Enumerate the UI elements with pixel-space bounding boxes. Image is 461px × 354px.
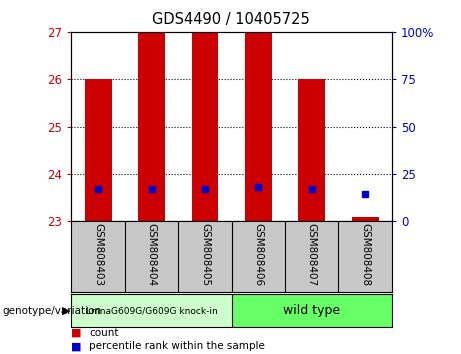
Text: GSM808407: GSM808407: [307, 223, 317, 286]
Text: GSM808405: GSM808405: [200, 223, 210, 286]
Text: GSM808403: GSM808403: [93, 223, 103, 286]
Text: LmnaG609G/G609G knock-in: LmnaG609G/G609G knock-in: [86, 306, 218, 315]
Bar: [85, 79, 112, 221]
Text: count: count: [89, 328, 118, 338]
Bar: [231, 294, 392, 327]
Text: ■: ■: [71, 328, 82, 338]
Text: ▶: ▶: [62, 306, 71, 316]
Text: GSM808408: GSM808408: [360, 223, 370, 286]
Bar: [71, 294, 231, 327]
Text: wild type: wild type: [283, 304, 340, 317]
Text: ■: ■: [71, 341, 82, 351]
Text: GSM808406: GSM808406: [254, 223, 263, 286]
Text: GDS4490 / 10405725: GDS4490 / 10405725: [152, 12, 309, 27]
Text: GSM808404: GSM808404: [147, 223, 157, 286]
Bar: [138, 32, 165, 221]
Text: genotype/variation: genotype/variation: [2, 306, 101, 316]
Bar: [352, 217, 378, 221]
Bar: [192, 32, 219, 221]
Text: percentile rank within the sample: percentile rank within the sample: [89, 341, 265, 351]
Bar: [298, 79, 325, 221]
Bar: [245, 32, 272, 221]
